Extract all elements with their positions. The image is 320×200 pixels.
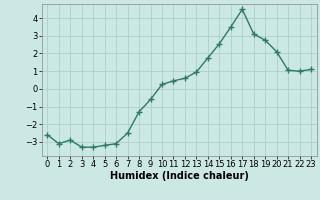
X-axis label: Humidex (Indice chaleur): Humidex (Indice chaleur) [110, 171, 249, 181]
